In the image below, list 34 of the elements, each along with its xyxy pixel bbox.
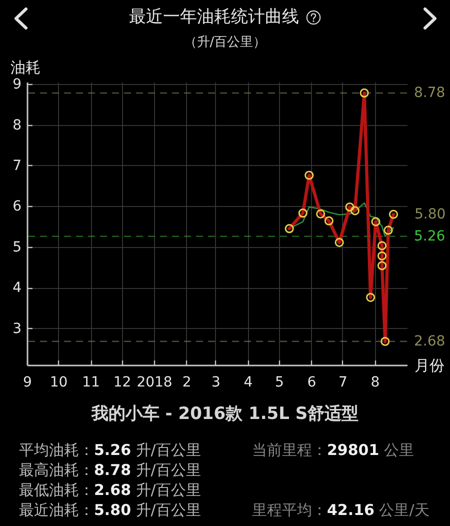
y-tick-label: 7 — [12, 158, 22, 174]
y-axis-title: 油耗 — [10, 58, 40, 76]
text: 平均油耗：5.26 升/百公里 — [19, 440, 201, 460]
chart-subtitle: （升/百公里） — [182, 34, 268, 52]
x-tick-label: 6 — [307, 374, 316, 390]
annotation: 5.80 — [414, 206, 446, 222]
x-tick-label: 4 — [244, 374, 253, 390]
x-tick-label: 11 — [82, 374, 100, 390]
ref-line-label: 8.78 — [414, 84, 446, 101]
y-tick-label: 4 — [12, 280, 22, 296]
text: 最近油耗：5.80 升/百公里 — [19, 500, 201, 520]
ref-line-label: 5.26 — [414, 228, 446, 244]
x-tick-label: 2018 — [136, 374, 172, 390]
chart-title: 最近一年油耗统计曲线 — [129, 6, 299, 30]
ref-line-label: 2.68 — [414, 333, 446, 350]
text: 最高油耗：8.78 升/百公里 — [19, 460, 201, 480]
x-tick-label: 3 — [211, 374, 220, 390]
x-tick-label: 7 — [338, 374, 348, 390]
y-tick-label: 8 — [12, 117, 22, 134]
text: 里程平均：42.16 公里/天 — [252, 500, 430, 520]
text: 我的小车 - 2016款 1.5L S舒适型 — [90, 403, 360, 425]
x-tick-label: 10 — [50, 374, 68, 390]
x-axis-title: 月份 — [414, 356, 444, 374]
y-tick-label: 3 — [12, 320, 22, 337]
y-tick-label: 6 — [12, 198, 22, 215]
x-tick-label: 8 — [370, 374, 380, 390]
text: 最低油耗：2.68 升/百公里 — [19, 480, 201, 500]
x-tick-label: 9 — [23, 374, 32, 390]
y-tick-label: 9 — [12, 76, 22, 93]
text: 当前里程：29801 公里 — [252, 440, 414, 460]
x-tick-label: 5 — [274, 374, 284, 390]
x-tick-label: 12 — [113, 374, 132, 390]
x-tick-label: 2 — [182, 374, 192, 390]
y-tick-label: 5 — [12, 239, 22, 256]
